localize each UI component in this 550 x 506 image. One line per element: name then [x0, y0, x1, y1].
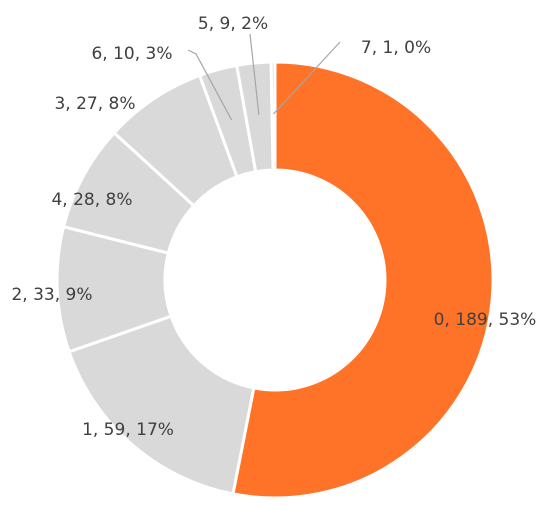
- leader-line-5: [249, 33, 260, 115]
- leader-line-7: [273, 41, 341, 115]
- data-label-2: 2, 33, 9%: [11, 285, 92, 305]
- slice-1: [67, 314, 256, 496]
- data-label-3: 3, 27, 8%: [54, 94, 135, 114]
- leader-lines-group: [187, 33, 341, 121]
- slice-0: [231, 60, 495, 500]
- data-label-5: 5, 9, 2%: [198, 14, 268, 34]
- data-label-0: 0, 189, 53%: [434, 310, 537, 330]
- slice-7: [269, 60, 277, 172]
- data-label-4: 4, 28, 8%: [51, 190, 132, 210]
- slices-group: [55, 60, 495, 500]
- labels-group: 0, 189, 53% 1, 59, 17% 2, 33, 9% 4, 28, 8% 3…: [11, 14, 536, 440]
- data-label-7: 7, 1, 0%: [361, 38, 431, 58]
- data-label-6: 6, 10, 3%: [91, 44, 172, 64]
- data-label-1: 1, 59, 17%: [82, 420, 174, 440]
- leader-line-6: [187, 49, 233, 121]
